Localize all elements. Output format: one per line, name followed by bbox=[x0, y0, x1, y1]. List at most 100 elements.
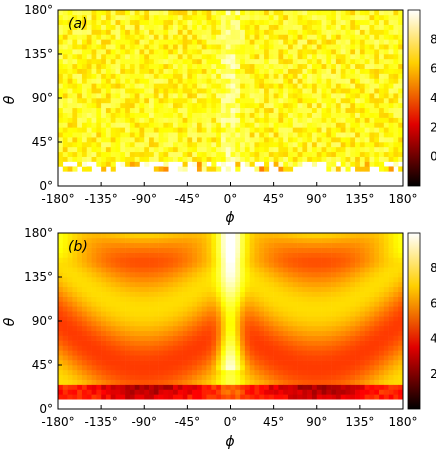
heatmap-cell bbox=[101, 335, 107, 341]
heatmap-cell bbox=[158, 384, 164, 390]
heatmap-cell bbox=[211, 379, 217, 385]
heatmap-cell bbox=[163, 369, 169, 376]
heatmap-cell bbox=[196, 122, 203, 128]
heatmap-cell bbox=[72, 335, 78, 341]
heatmap-cell bbox=[110, 83, 116, 89]
heatmap-cell bbox=[264, 330, 270, 336]
heatmap-cell bbox=[273, 112, 279, 118]
heatmap-cell bbox=[364, 19, 370, 25]
heatmap-cell bbox=[72, 78, 78, 84]
heatmap-cell bbox=[91, 335, 97, 341]
heatmap-cell bbox=[149, 267, 155, 273]
heatmap-cell bbox=[326, 277, 332, 283]
heatmap-cell bbox=[374, 321, 380, 327]
heatmap-cell bbox=[311, 267, 318, 273]
heatmap-cell bbox=[220, 394, 227, 400]
heatmap-cell bbox=[120, 24, 126, 30]
heatmap-cell bbox=[192, 78, 198, 84]
heatmap-cell bbox=[398, 127, 404, 133]
heatmap-cell bbox=[398, 389, 404, 395]
heatmap-cell bbox=[335, 49, 342, 55]
heatmap-cell bbox=[297, 394, 303, 400]
heatmap-cell bbox=[326, 306, 332, 312]
heatmap-cell bbox=[364, 10, 370, 16]
heatmap-cell bbox=[374, 306, 380, 312]
heatmap-cell bbox=[254, 291, 260, 297]
heatmap-cell bbox=[86, 14, 92, 21]
heatmap-cell bbox=[163, 325, 169, 332]
heatmap-cell bbox=[134, 98, 140, 104]
heatmap-cell bbox=[288, 242, 294, 248]
heatmap-cell bbox=[273, 247, 279, 253]
heatmap-cell bbox=[139, 301, 145, 307]
heatmap-cell bbox=[220, 68, 227, 74]
heatmap-cell bbox=[235, 83, 241, 89]
heatmap-cell bbox=[96, 340, 102, 346]
heatmap-cell bbox=[177, 365, 183, 371]
heatmap-cell bbox=[134, 247, 140, 253]
heatmap-cell bbox=[196, 262, 203, 268]
heatmap-cell bbox=[240, 267, 246, 273]
heatmap-cell bbox=[96, 78, 102, 84]
heatmap-cell bbox=[115, 252, 121, 258]
heatmap-cell bbox=[292, 252, 298, 258]
heatmap-cell bbox=[316, 360, 322, 366]
heatmap-cell bbox=[249, 93, 255, 99]
heatmap-cell bbox=[230, 29, 236, 35]
heatmap-cell bbox=[67, 291, 73, 297]
heatmap-cell bbox=[273, 277, 279, 283]
heatmap-cell bbox=[350, 311, 356, 317]
heatmap-cell bbox=[326, 117, 332, 123]
heatmap-cell bbox=[77, 34, 83, 40]
heatmap-cell bbox=[335, 394, 342, 400]
heatmap-cell bbox=[345, 360, 351, 366]
heatmap-cell bbox=[288, 325, 294, 332]
heatmap-cell bbox=[173, 49, 179, 55]
heatmap-cell bbox=[129, 389, 135, 395]
heatmap-cell bbox=[268, 301, 274, 307]
heatmap-cell bbox=[192, 369, 198, 376]
heatmap-cell bbox=[129, 127, 135, 133]
heatmap-cell bbox=[163, 242, 169, 248]
heatmap-cell bbox=[134, 237, 140, 244]
heatmap-cell bbox=[86, 311, 92, 317]
heatmap-cell bbox=[398, 107, 404, 113]
heatmap-cell bbox=[278, 63, 284, 69]
heatmap-cell bbox=[149, 117, 155, 123]
heatmap-cell bbox=[388, 146, 394, 153]
heatmap-cell bbox=[340, 73, 346, 79]
heatmap-cell bbox=[302, 44, 308, 50]
heatmap-cell bbox=[398, 394, 404, 400]
heatmap-cell bbox=[369, 93, 375, 99]
heatmap-cell bbox=[398, 54, 404, 60]
heatmap-cell bbox=[158, 112, 164, 118]
heatmap-cell bbox=[96, 389, 102, 395]
heatmap-cell bbox=[307, 117, 313, 123]
heatmap-cell bbox=[355, 107, 361, 113]
heatmap-cell bbox=[134, 132, 140, 138]
heatmap-cell bbox=[254, 132, 260, 138]
heatmap-cell bbox=[268, 98, 274, 104]
heatmap-cell bbox=[67, 88, 73, 94]
heatmap-cell bbox=[316, 237, 322, 244]
heatmap-cell bbox=[91, 146, 97, 153]
heatmap-cell bbox=[316, 73, 322, 79]
heatmap-cell bbox=[383, 365, 389, 371]
heatmap-cell bbox=[77, 146, 83, 153]
heatmap-cell bbox=[335, 281, 342, 288]
heatmap-cell bbox=[62, 394, 68, 400]
heatmap-cell bbox=[326, 384, 332, 390]
heatmap-cell bbox=[335, 107, 342, 113]
heatmap-cell bbox=[105, 68, 112, 74]
heatmap-cell bbox=[393, 137, 399, 143]
heatmap-cell bbox=[359, 355, 365, 361]
heatmap-cell bbox=[211, 252, 217, 258]
heatmap-cell bbox=[374, 262, 380, 268]
heatmap-cell bbox=[134, 340, 140, 346]
heatmap-cell bbox=[115, 34, 121, 40]
heatmap-cell bbox=[177, 394, 183, 400]
heatmap-cell bbox=[158, 252, 164, 258]
heatmap-cell bbox=[379, 137, 385, 143]
heatmap-cell bbox=[168, 127, 174, 133]
heatmap-cell bbox=[264, 132, 270, 138]
